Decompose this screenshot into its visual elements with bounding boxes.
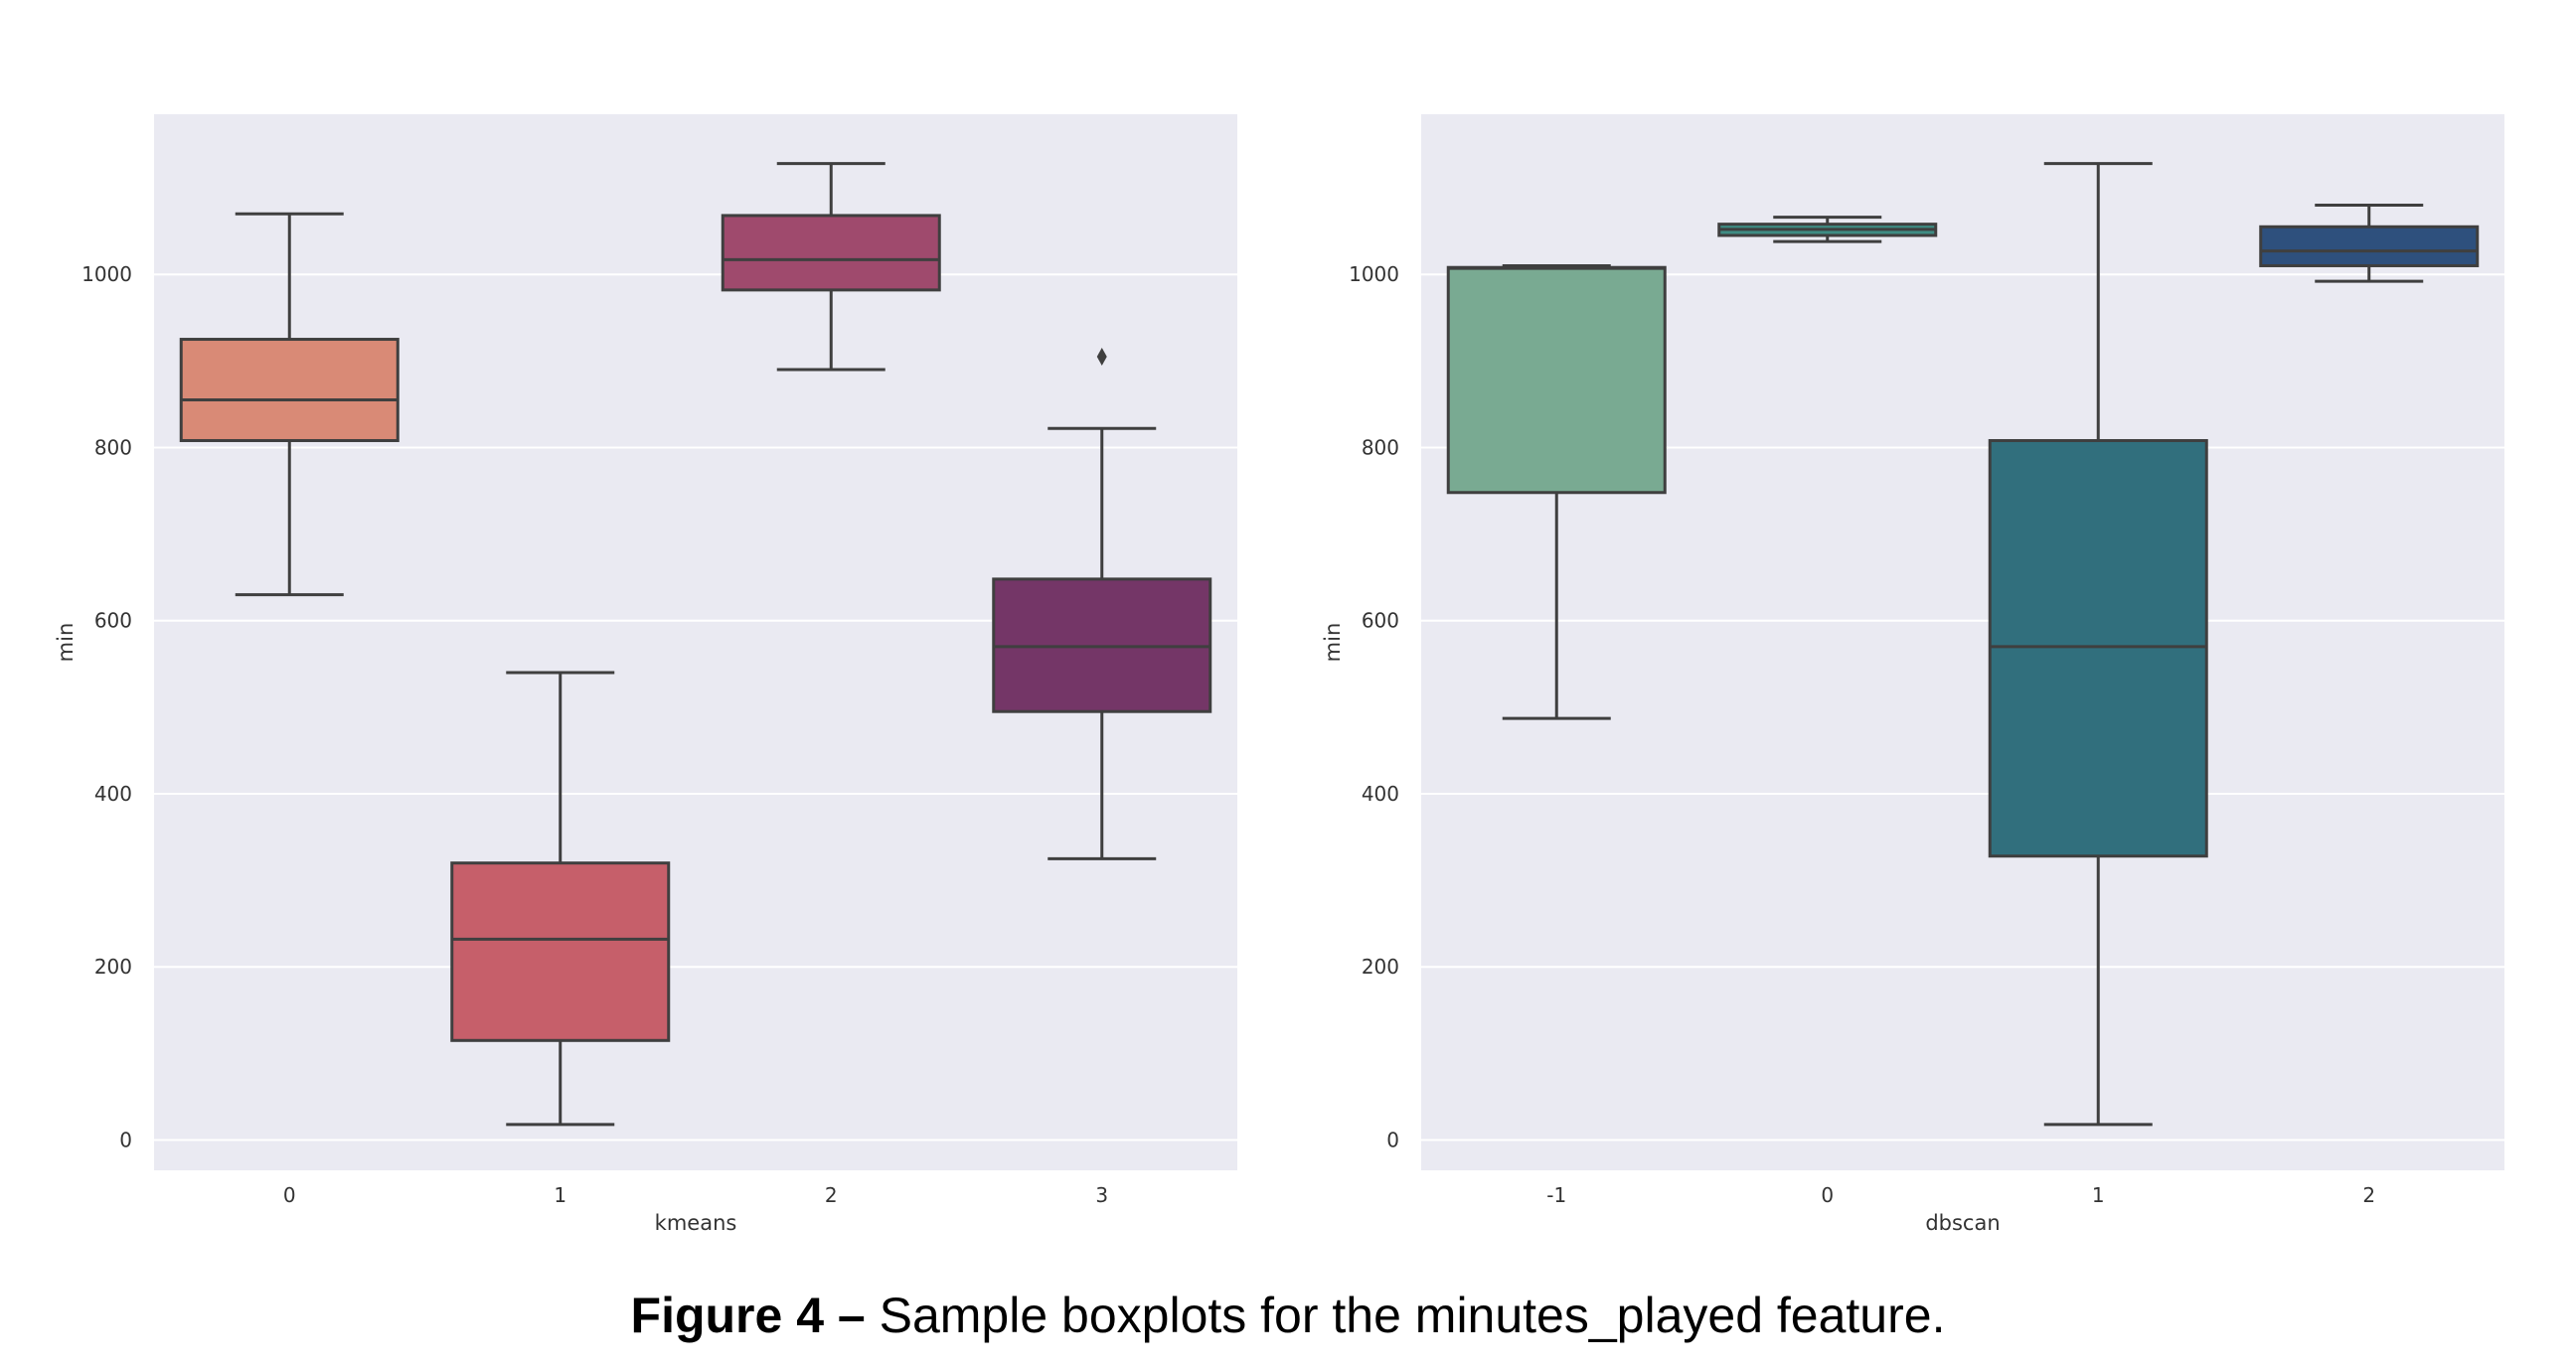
x-tick-label: 2 — [825, 1183, 838, 1207]
y-tick-label: 800 — [94, 435, 132, 459]
y-tick-label: 400 — [94, 782, 132, 806]
figure-caption: Figure 4 – Sample boxplots for the minut… — [0, 1287, 2576, 1344]
x-tick-label: 1 — [554, 1183, 566, 1207]
y-tick-label: 600 — [94, 609, 132, 633]
x-tick-label: 3 — [1095, 1183, 1108, 1207]
y-axis-label: min — [54, 623, 78, 663]
box-1 — [450, 671, 671, 1127]
y-tick-label: 1000 — [1349, 262, 1399, 286]
x-tick-label: 0 — [283, 1183, 296, 1207]
y-tick-label: 600 — [1362, 609, 1399, 633]
box-body — [179, 338, 400, 442]
box-body — [450, 861, 671, 1042]
kmeans-boxplot-panel: 0 200 400 600 800 1000 0 1 2 3 kmeans min — [54, 114, 1237, 1235]
x-axis-label: dbscan — [1925, 1211, 2000, 1235]
outlier-marker — [1096, 347, 1107, 366]
y-tick-label: 400 — [1362, 782, 1399, 806]
box-body — [1446, 265, 1667, 495]
box-1 — [1988, 162, 2208, 1127]
caption-text: Sample boxplots for the minutes_played f… — [865, 1288, 1946, 1343]
x-tick-label: 1 — [2092, 1183, 2105, 1207]
box-0 — [179, 212, 400, 597]
box--1 — [1446, 263, 1667, 720]
y-tick-label: 200 — [1362, 955, 1399, 979]
y-tick-label: 1000 — [81, 262, 132, 286]
box-0 — [1717, 216, 1938, 243]
box-2 — [721, 162, 941, 372]
y-tick-label: 0 — [119, 1129, 132, 1152]
y-axis-label: min — [1321, 623, 1345, 663]
box-body — [1988, 438, 2208, 858]
y-tick-label: 200 — [94, 955, 132, 979]
caption-label: Figure 4 – — [630, 1288, 866, 1343]
x-tick-label: 0 — [1821, 1183, 1834, 1207]
box-body — [721, 214, 941, 292]
x-axis-label: kmeans — [655, 1211, 737, 1235]
x-tick-label: -1 — [1546, 1183, 1566, 1207]
x-tick-label: 2 — [2362, 1183, 2375, 1207]
box-body — [2259, 225, 2480, 267]
dbscan-boxplot-panel: 0 200 400 600 800 1000 -1 0 1 2 dbscan min — [1321, 114, 2504, 1235]
y-tick-label: 0 — [1386, 1129, 1399, 1152]
box-2 — [2259, 203, 2480, 283]
box-3 — [992, 347, 1212, 860]
y-tick-label: 800 — [1362, 435, 1399, 459]
